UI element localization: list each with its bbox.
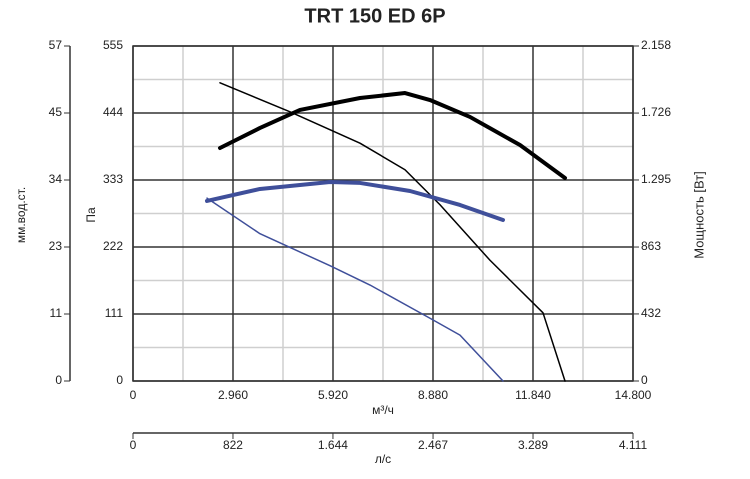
x-axis-label: м³/ч bbox=[372, 403, 394, 417]
y2-tick-label: 1.726 bbox=[641, 105, 671, 119]
y3-tick-label: 23 bbox=[49, 239, 63, 253]
y3-tick-label: 11 bbox=[50, 306, 63, 320]
y3-tick-label: 57 bbox=[49, 38, 63, 52]
x2-tick-label: 2.467 bbox=[418, 438, 448, 452]
y3-axis-label: мм.вод.ст. bbox=[14, 187, 28, 243]
y-tick-label: 555 bbox=[103, 38, 123, 52]
x2-tick-label: 0 bbox=[130, 438, 137, 452]
x-tick-label: 11.840 bbox=[515, 388, 551, 402]
y2-tick-label: 863 bbox=[641, 239, 661, 253]
series-line bbox=[217, 91, 567, 180]
y3-tick-label: 45 bbox=[49, 105, 63, 119]
y-tick-label: 0 bbox=[116, 373, 123, 387]
y-tick-label: 222 bbox=[103, 239, 123, 253]
x2-tick-label: 3.289 bbox=[518, 438, 548, 452]
x-tick-label: 5.920 bbox=[318, 388, 348, 402]
y2-tick-label: 0 bbox=[641, 373, 648, 387]
x2-axis-label: л/с bbox=[375, 452, 391, 466]
x2-tick-label: 1.644 bbox=[318, 438, 348, 452]
y-tick-label: 111 bbox=[105, 306, 124, 320]
x2-tick-label: 822 bbox=[223, 438, 243, 452]
series-line bbox=[219, 82, 566, 382]
series-line bbox=[204, 179, 505, 223]
y-axis-label: Па bbox=[84, 207, 98, 223]
x-tick-label: 2.960 bbox=[218, 388, 248, 402]
x-tick-label: 8.880 bbox=[418, 388, 448, 402]
series-line bbox=[206, 197, 504, 382]
plot-frame bbox=[132, 45, 634, 382]
y2-tick-label: 1.295 bbox=[641, 172, 671, 186]
y-tick-label: 333 bbox=[103, 172, 123, 186]
y2-tick-label: 432 bbox=[641, 306, 661, 320]
x-tick-label: 14.800 bbox=[615, 388, 652, 402]
x2-tick-label: 4.111 bbox=[619, 438, 648, 452]
y-tick-label: 444 bbox=[103, 105, 123, 119]
chart-title: TRT 150 ED 6P bbox=[304, 5, 445, 27]
y2-axis-label: Мощность [Вт] bbox=[691, 171, 706, 259]
y3-tick-label: 0 bbox=[55, 373, 62, 387]
y2-tick-label: 2.158 bbox=[641, 38, 671, 52]
y3-tick-label: 34 bbox=[49, 172, 63, 186]
x-tick-label: 0 bbox=[130, 388, 137, 402]
